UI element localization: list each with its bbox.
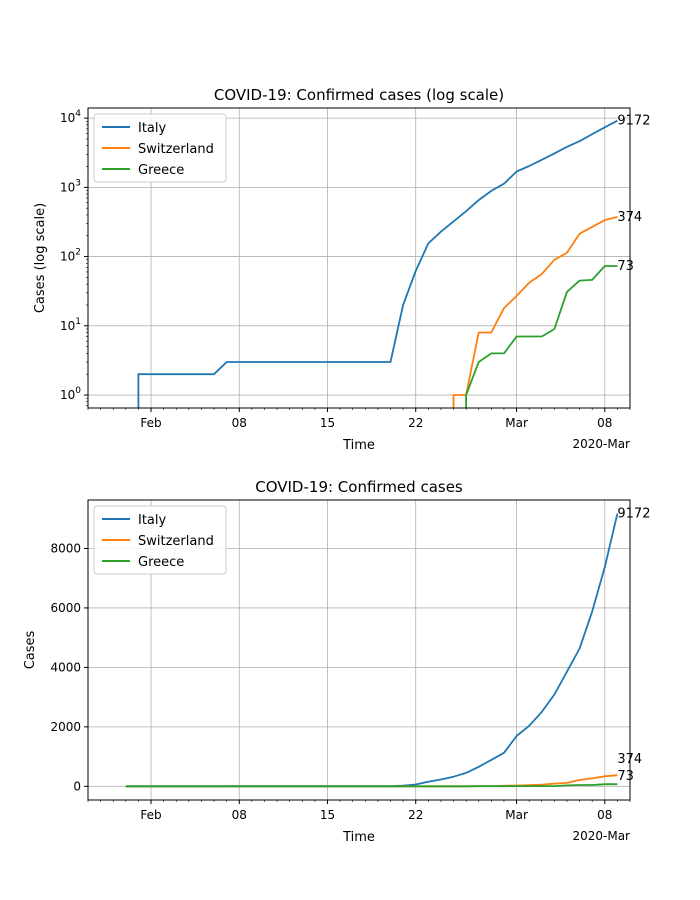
x-tick-label: 15 [320,416,335,430]
chart-panel-1: Feb 08 15 22 Mar 08 100 101 102 103 104 COVID-19: C… [33,86,650,453]
end-value-label-switzerland: 374 [617,752,642,767]
axes-frame [87,107,631,409]
x-tick-label: 15 [320,808,335,822]
series-line-switzerland [452,216,618,408]
axes-frame [87,499,631,801]
series-lines [125,513,619,788]
x-tick-label: 08 [597,808,612,822]
end-value-label-italy: 9172 [617,114,650,129]
legend-label-italy: Italy [138,121,167,136]
x-axis-label: Time [342,830,375,845]
y-axis-label: Cases (log scale) [33,203,48,313]
x-axis-label: Time [342,438,375,453]
x-tick-label: 08 [597,416,612,430]
x-tick-label: Mar [505,808,528,822]
legend: Italy Switzerland Greece [93,113,227,183]
legend-label-switzerland: Switzerland [138,534,214,549]
y-tick-label: 102 [60,248,81,264]
x-tick-label: Feb [140,416,161,430]
series-line-greece [125,783,618,788]
legend: Italy Switzerland Greece [93,505,227,575]
y-tick-label: 6000 [50,601,81,615]
chart-title: COVID-19: Confirmed cases (log scale) [214,86,504,104]
y-tick-label: 4000 [50,660,81,674]
series-line-italy [137,119,618,408]
x-offset-label: 2020-Mar [572,829,630,843]
x-tick-label: 22 [408,416,423,430]
y-axis-label: Cases [23,630,38,669]
end-value-label-greece: 73 [617,259,634,274]
y-tick-label: 0 [73,779,81,793]
y-tick-label: 100 [60,386,81,402]
series-line-greece [465,265,618,408]
x-tick-label: 22 [408,808,423,822]
y-tick-label: 103 [60,178,81,194]
end-value-label-greece: 73 [617,769,634,784]
chart-panel-2: Feb 08 15 22 Mar 08 0 2000 4000 6000 8000 COVID-19:… [23,478,650,845]
x-tick-label: Mar [505,416,528,430]
legend-label-greece: Greece [138,555,184,570]
legend-label-switzerland: Switzerland [138,142,214,157]
y-tick-label: 104 [60,109,81,125]
y-tick-label: 101 [60,317,81,333]
series-line-switzerland [125,774,618,788]
end-value-label-switzerland: 374 [617,210,642,225]
x-tick-label: Feb [140,808,161,822]
x-offset-label: 2020-Mar [572,437,630,451]
legend-label-greece: Greece [138,163,184,178]
legend-box [93,505,227,575]
x-tick-label: 08 [232,808,247,822]
y-tick-label: 8000 [50,541,81,555]
gridlines [88,500,630,800]
legend-label-italy: Italy [138,513,167,528]
y-tick-label: 2000 [50,720,81,734]
legend-box [93,113,227,183]
series-lines [137,119,618,408]
end-value-label-italy: 9172 [617,507,650,522]
chart-title: COVID-19: Confirmed cases [255,478,463,496]
x-tick-label: 08 [232,416,247,430]
